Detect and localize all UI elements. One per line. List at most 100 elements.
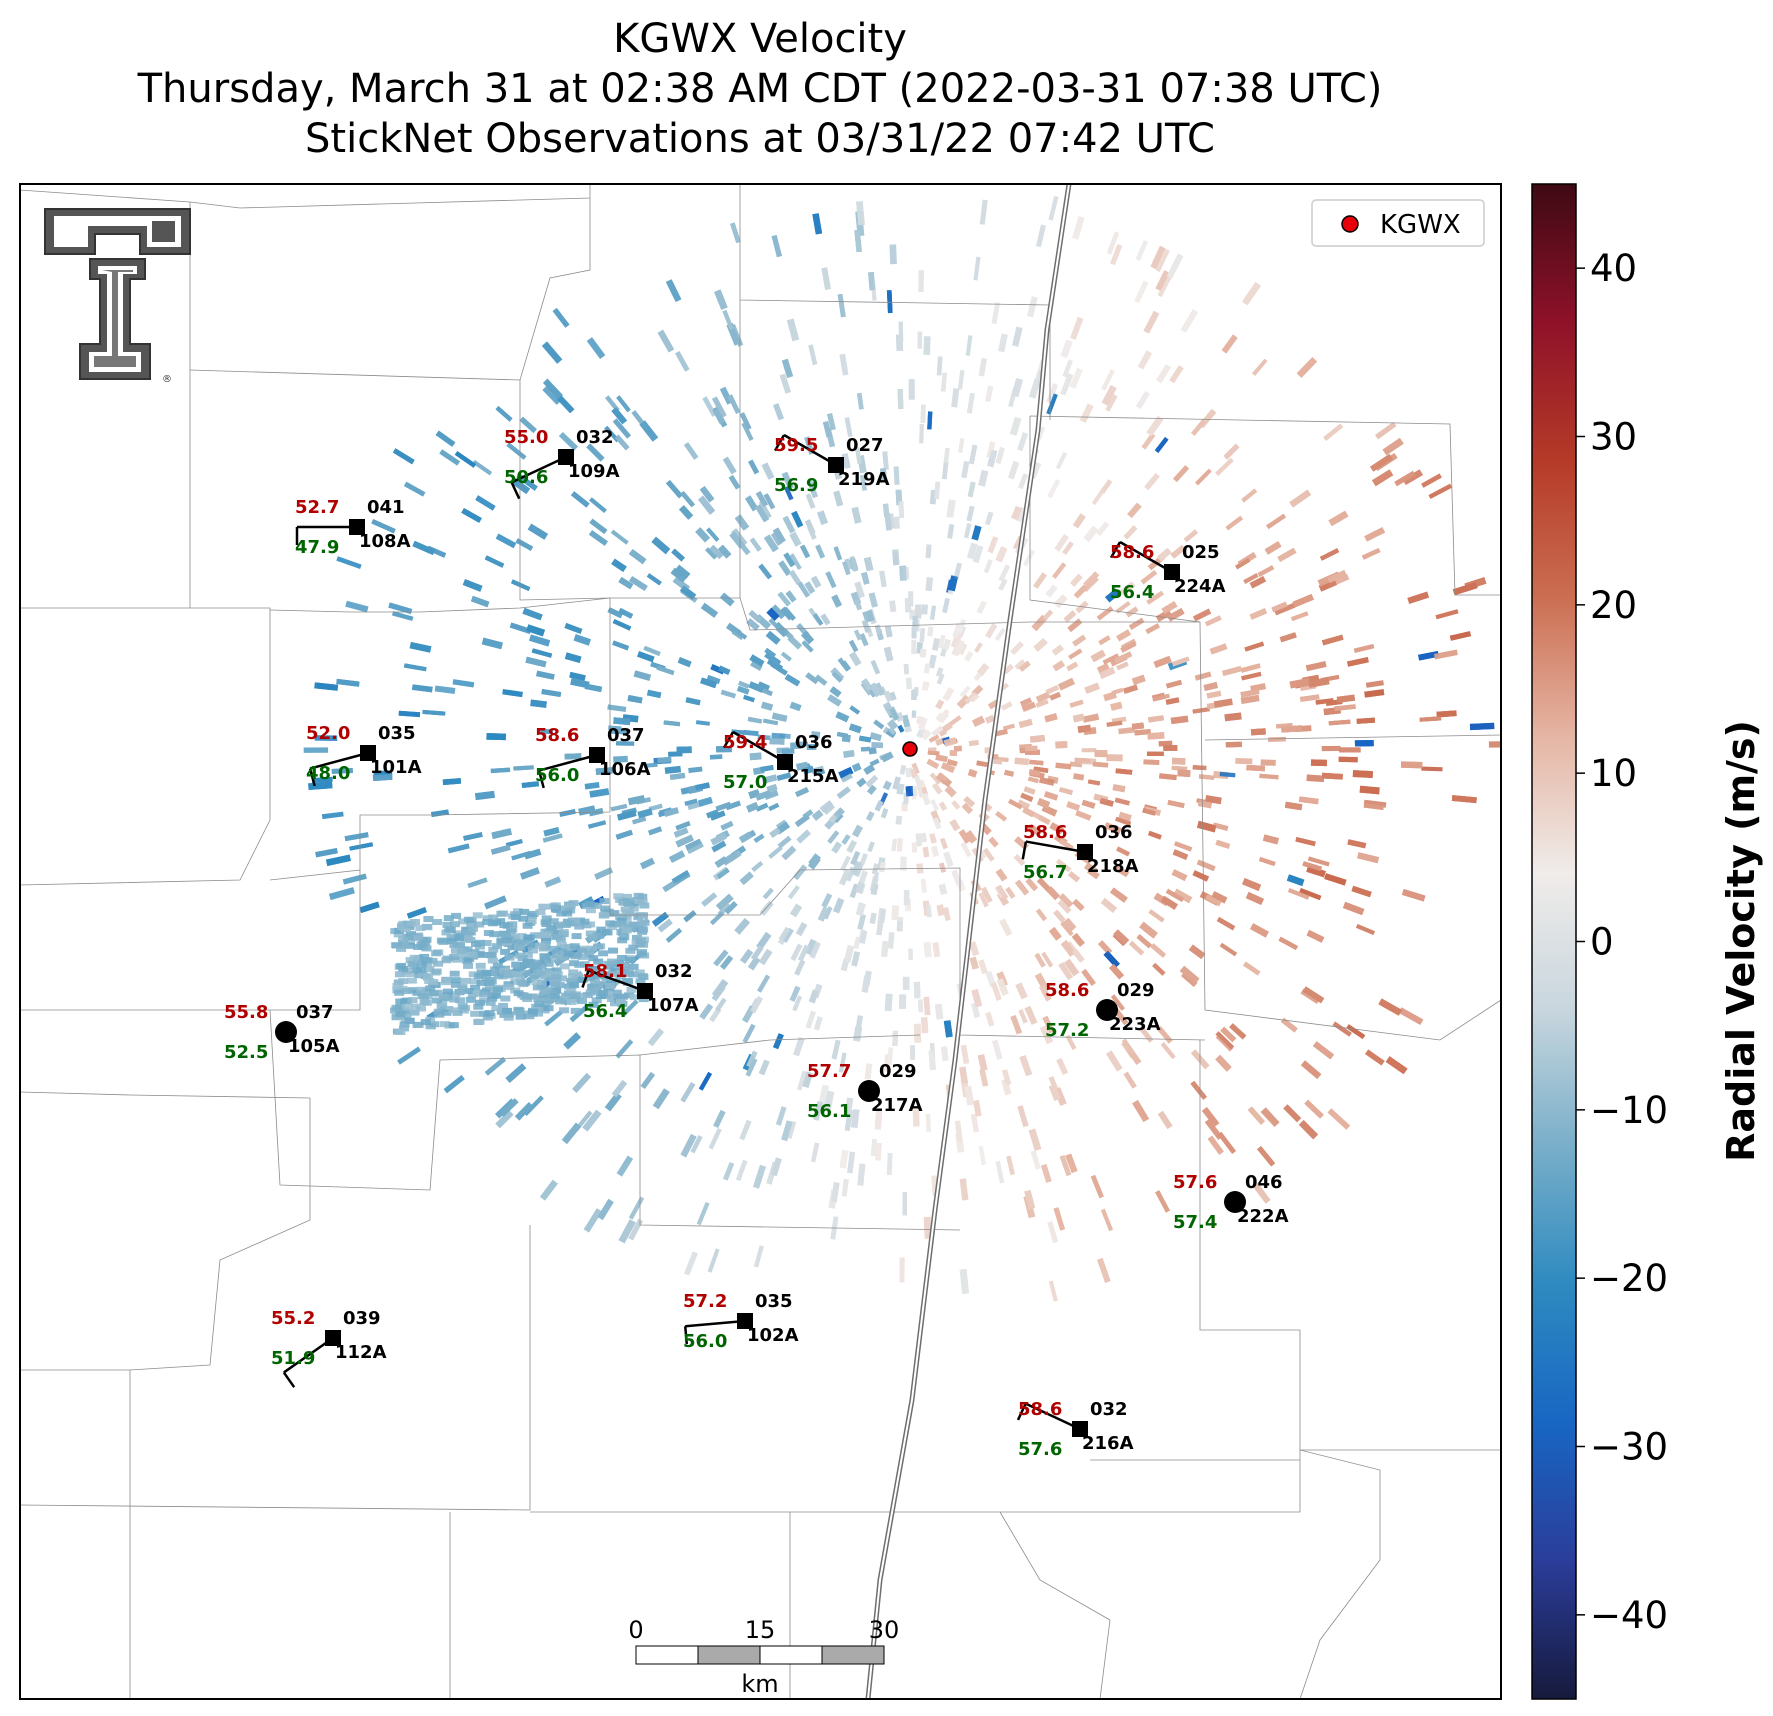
colorbar-tick-label: −30: [1590, 1426, 1668, 1469]
station-marker-circle: [275, 1021, 297, 1043]
station-marker-square: [828, 457, 844, 473]
station-wind-direction: 046: [1245, 1172, 1283, 1193]
station-marker-circle: [1224, 1191, 1246, 1213]
scale-bar: 0 15 30 km: [628, 1616, 899, 1698]
station-dewpoint: 56.0: [683, 1331, 727, 1352]
station-id: 108A: [359, 531, 411, 552]
colorbar-tick-label: −10: [1590, 1089, 1668, 1132]
station-wind-direction: 032: [576, 427, 614, 448]
state-border: [865, 184, 1072, 1699]
wind-barb: [309, 751, 369, 770]
station-temperature: 58.6: [1023, 822, 1067, 843]
wind-barb-flag: [683, 1326, 689, 1345]
station-218A[interactable]: 58.6 036 56.7 218A: [1021, 822, 1139, 883]
station-marker-square: [777, 754, 793, 770]
station-temperature: 58.6: [535, 725, 579, 746]
map-panel[interactable]: 52.7 041 47.9 108A 55.0 032 50.6 109A 59.5 027 56.…: [19, 183, 1510, 1700]
station-101A[interactable]: 52.0 035 48.0 101A: [306, 723, 422, 787]
station-id: 219A: [838, 469, 890, 490]
wind-barb-flag: [282, 1371, 296, 1388]
wind-barb-flag: [537, 770, 545, 789]
station-106A[interactable]: 58.6 037 56.0 106A: [535, 725, 651, 789]
radar-site-kgwx[interactable]: [896, 735, 924, 763]
station-224A[interactable]: 58.6 025 56.4 224A: [1109, 540, 1226, 603]
station-temperature: 55.2: [271, 1308, 315, 1329]
station-dewpoint: 48.0: [306, 763, 350, 784]
wind-barb: [511, 455, 567, 484]
station-temperature: 57.6: [1173, 1172, 1217, 1193]
station-dewpoint: 56.4: [583, 1001, 627, 1022]
wind-barb-flag: [1109, 541, 1122, 559]
map-legend[interactable]: KGWX: [1311, 199, 1485, 247]
station-dewpoint: 52.5: [224, 1042, 268, 1063]
station-wind-direction: 039: [343, 1308, 381, 1329]
station-marker-square: [589, 747, 605, 763]
station-222A[interactable]: 57.6 046 57.4 222A: [1173, 1172, 1289, 1233]
wind-barb-flag: [581, 970, 590, 988]
station-105A[interactable]: 55.8 037 52.5 105A: [224, 1002, 340, 1063]
station-wind-direction: 036: [1095, 822, 1133, 843]
station-wind-direction: 032: [655, 961, 693, 982]
station-id: 215A: [787, 766, 839, 787]
station-temperature: 57.7: [807, 1061, 851, 1082]
scale-label-0: 0: [628, 1616, 643, 1644]
station-id: 216A: [1082, 1433, 1134, 1454]
station-marker-square: [349, 519, 365, 535]
wind-barb: [283, 1336, 334, 1374]
wind-barb-flag: [1016, 1403, 1027, 1421]
station-108A[interactable]: 52.7 041 47.9 108A: [295, 497, 411, 558]
map-frame: [19, 183, 1502, 1700]
station-219A[interactable]: 59.5 027 56.9 219A: [773, 433, 890, 496]
wind-barb: [538, 753, 598, 772]
station-dewpoint: 56.7: [1023, 862, 1067, 883]
title-line-3: StickNet Observations at 03/31/22 07:42 …: [305, 116, 1215, 162]
station-102A[interactable]: 57.2 035 56.0 102A: [683, 1291, 799, 1352]
wind-barb: [732, 730, 786, 764]
station-temperature: 55.8: [224, 1002, 268, 1023]
station-marker-square: [637, 983, 653, 999]
wind-barb-flag: [773, 434, 786, 452]
sticknet-stations: 52.7 041 47.9 108A 55.0 032 50.6 109A 59.5 027 56.…: [224, 427, 1289, 1460]
logo-registered-mark: ®: [162, 374, 172, 385]
station-id: 222A: [1237, 1206, 1289, 1227]
station-215A[interactable]: 59.4 036 57.0 215A: [722, 730, 839, 793]
legend-label: KGWX: [1380, 210, 1461, 240]
title-line-2: Thursday, March 31 at 02:38 AM CDT (2022…: [137, 66, 1383, 112]
station-109A[interactable]: 55.0 032 50.6 109A: [504, 427, 620, 500]
station-wind-direction: 029: [1117, 980, 1155, 1001]
station-wind-direction: 029: [879, 1061, 917, 1082]
station-216A[interactable]: 58.6 032 57.6 216A: [1016, 1399, 1134, 1460]
wind-barb: [1025, 1402, 1081, 1431]
colorbar-tick-label: 20: [1590, 584, 1637, 627]
station-dewpoint: 57.2: [1045, 1020, 1089, 1041]
station-temperature: 52.0: [306, 723, 350, 744]
wind-barb-flag: [1021, 841, 1028, 860]
station-wind-direction: 037: [296, 1002, 334, 1023]
station-temperature: 52.7: [295, 497, 339, 518]
wind-barb: [1025, 840, 1086, 854]
station-112A[interactable]: 55.2 039 51.9 112A: [271, 1308, 387, 1388]
station-dewpoint: 57.0: [723, 772, 767, 793]
station-id: 109A: [568, 461, 620, 482]
scale-unit: km: [741, 1670, 778, 1698]
station-temperature: 58.6: [1018, 1399, 1062, 1420]
station-217A[interactable]: 57.7 029 56.1 217A: [807, 1061, 923, 1122]
station-marker-square: [1072, 1421, 1088, 1437]
station-id: 112A: [335, 1342, 387, 1363]
texas-tech-double-t-logo: ®: [44, 208, 191, 385]
station-marker-circle: [1096, 999, 1118, 1021]
station-107A[interactable]: 58.1 032 56.4 107A: [581, 961, 699, 1022]
station-id: 218A: [1087, 856, 1139, 877]
station-wind-direction: 035: [378, 723, 416, 744]
station-marker-square: [737, 1313, 753, 1329]
colorbar-ticks: 40 30 20 10 0 −10 −20 −30 −40: [1576, 247, 1668, 1637]
station-dewpoint: 47.9: [295, 537, 339, 558]
station-id: 223A: [1109, 1014, 1161, 1035]
wind-barb-flag: [510, 481, 521, 500]
legend-radar-icon: [1341, 215, 1359, 233]
station-dewpoint: 56.0: [535, 765, 579, 786]
title-line-1: KGWX Velocity: [613, 16, 907, 62]
station-223A[interactable]: 58.6 029 57.2 223A: [1045, 980, 1161, 1041]
station-dewpoint: 56.9: [774, 475, 818, 496]
